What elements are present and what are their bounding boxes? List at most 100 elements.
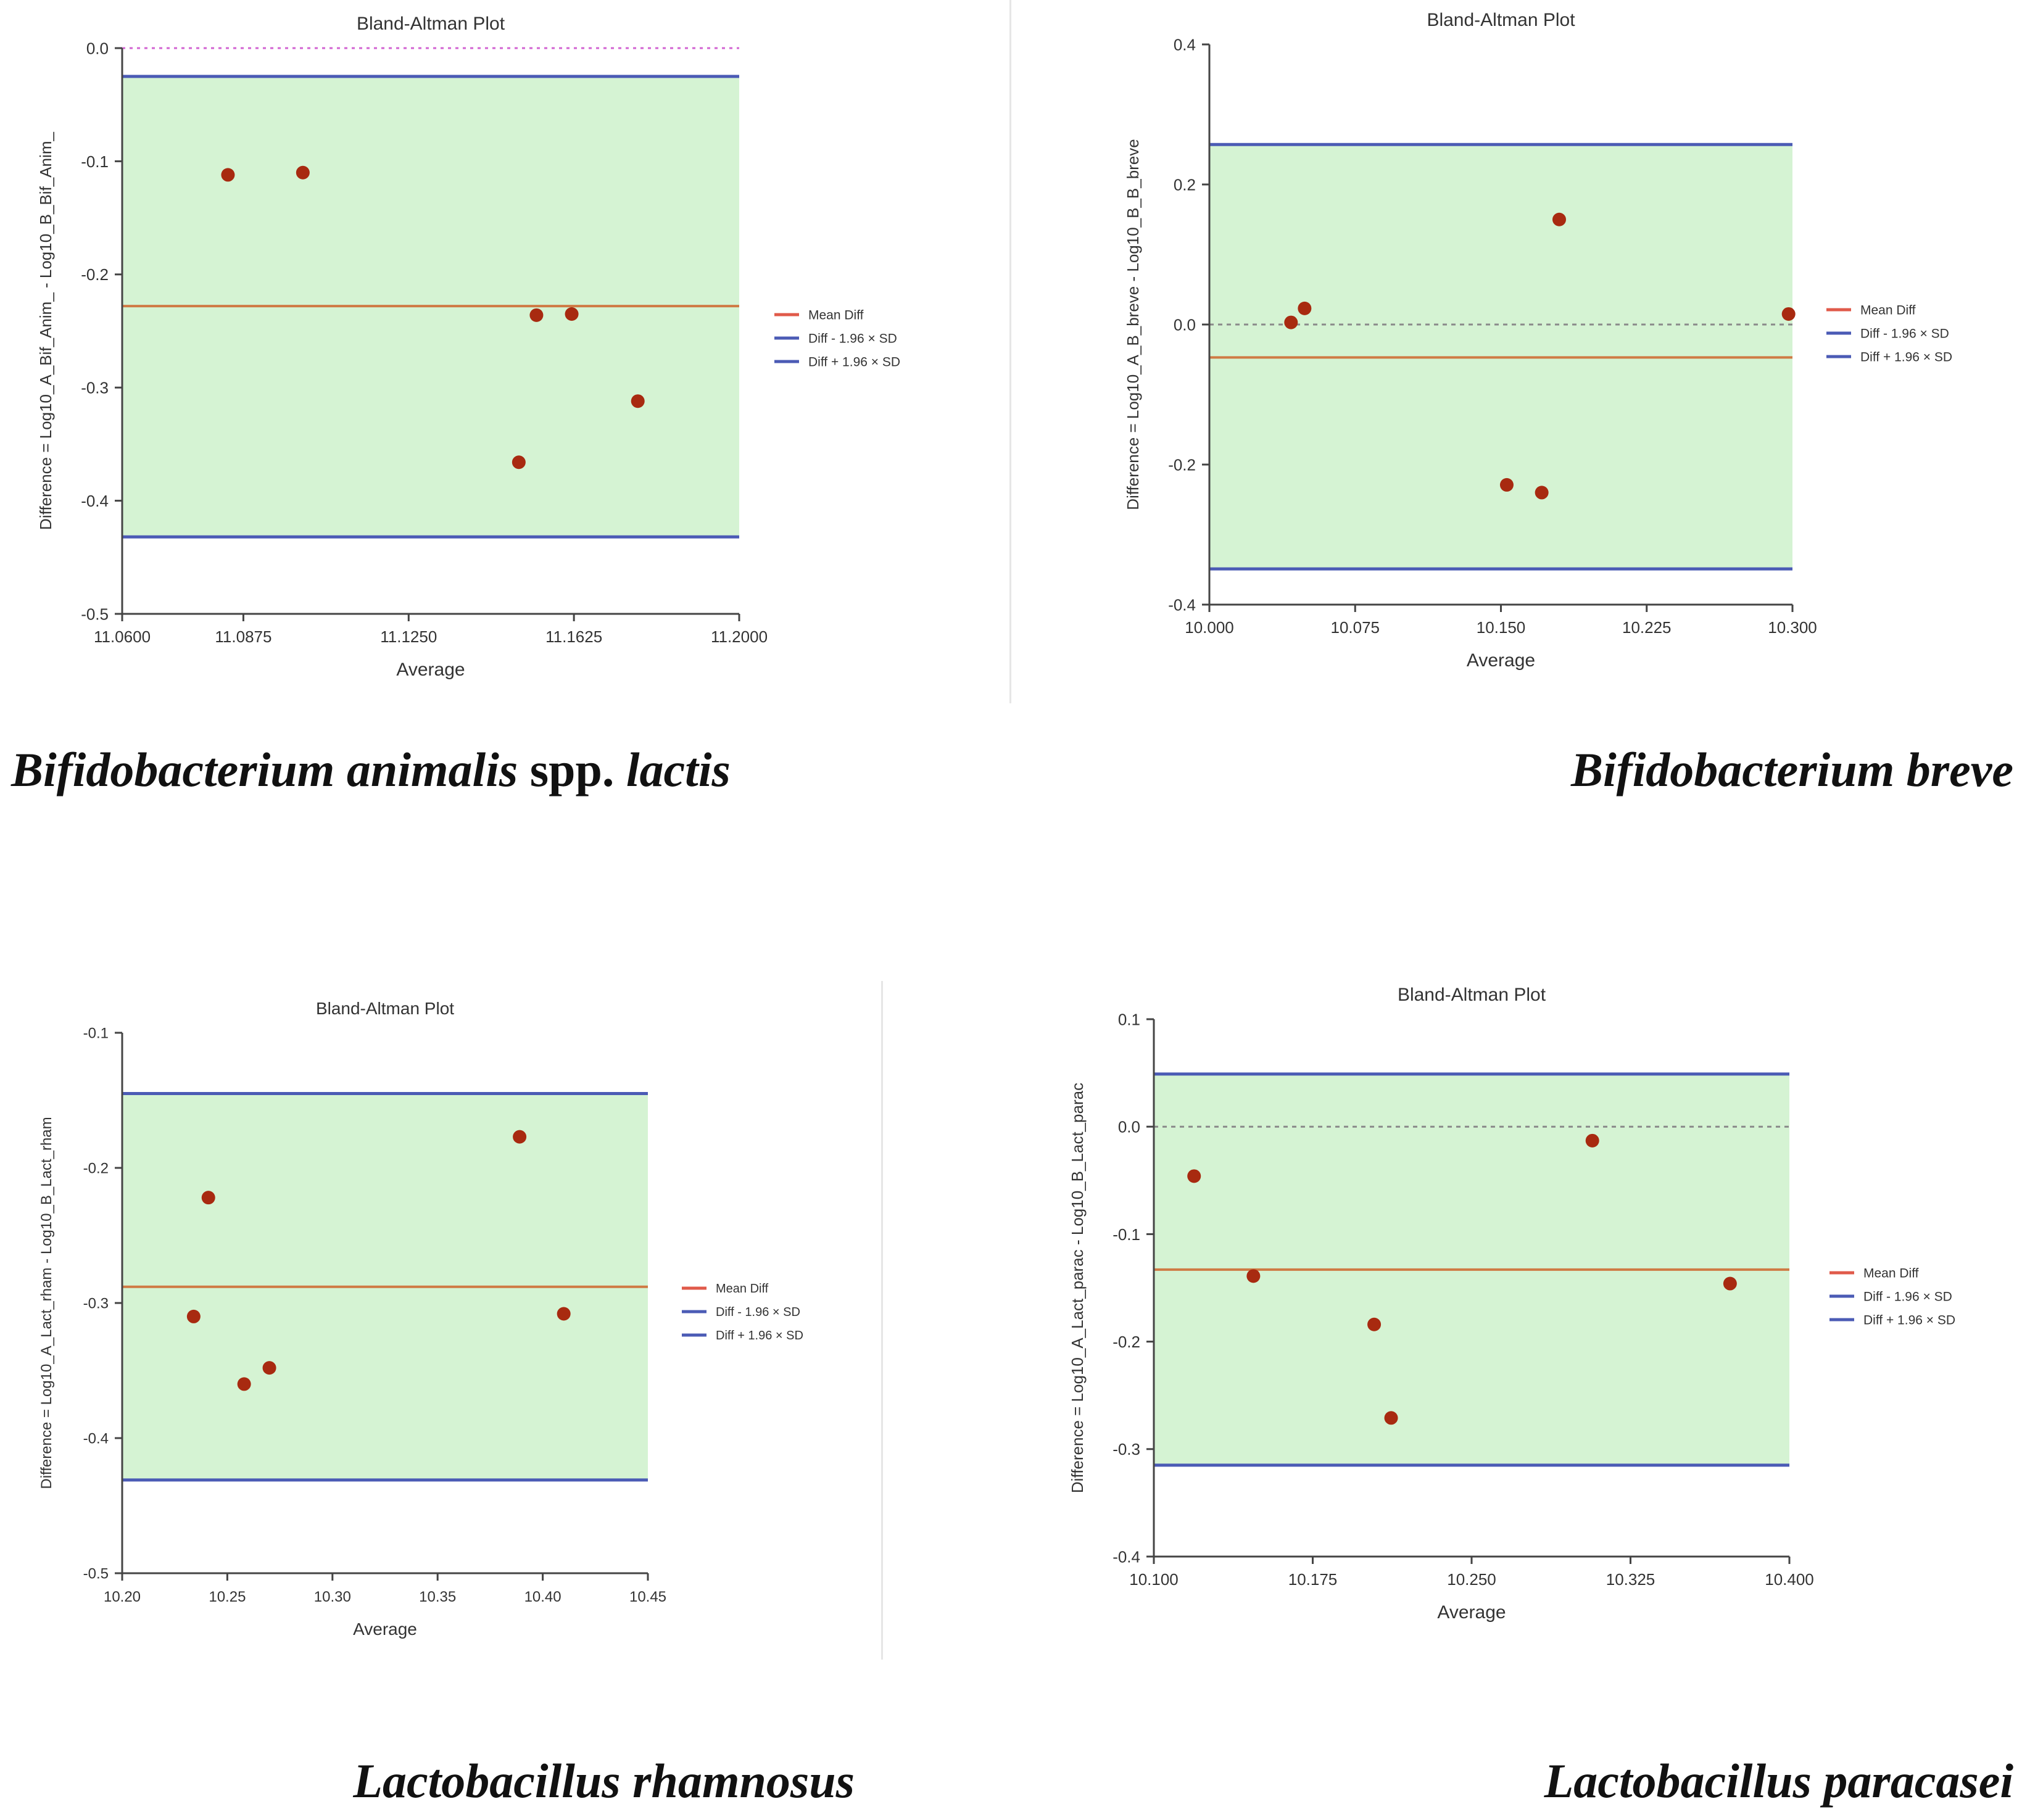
data-point [557,1307,571,1321]
x-tick-label: 10.175 [1288,1570,1338,1589]
x-axis-label: Average [353,1619,417,1639]
legend-label: Diff + 1.96 × SD [716,1329,803,1342]
data-point [1284,315,1298,329]
y-tick-label: -0.5 [81,605,109,623]
legend-label: Mean Diff [716,1282,769,1296]
caption-spp: spp. [518,743,626,796]
chart-title: Bland-Altman Plot [1398,985,1546,1005]
caption-species: Lactobacillus rhamnosus [353,1754,855,1808]
x-tick-label: 10.225 [1622,618,1672,637]
data-point [1367,1317,1382,1331]
x-tick-label: 11.1625 [545,627,602,646]
y-tick-label: -0.3 [83,1296,109,1312]
caption-species: Bifidobacterium animalis [11,743,518,796]
data-point [221,168,235,182]
data-point [1187,1169,1201,1183]
legend-label: Diff + 1.96 × SD [808,355,900,370]
y-tick-label: -0.2 [1168,455,1196,474]
data-point [529,308,544,322]
panel-divider-top [1009,0,1011,703]
legend-label: Diff - 1.96 × SD [1863,1290,1952,1304]
y-tick-label: 0.1 [1118,1010,1140,1028]
data-point [513,1130,527,1144]
caption-subspecies: lactis [626,743,731,796]
data-point [1499,478,1514,492]
x-tick-label: 11.2000 [711,627,768,646]
x-axis-label: Average [396,660,465,680]
panel-divider-bottom [881,981,883,1660]
legend-label: Diff - 1.96 × SD [1860,327,1949,341]
x-tick-label: 10.300 [1768,618,1817,637]
x-tick-label: 10.45 [629,1589,666,1605]
chart-title: Bland-Altman Plot [1427,10,1575,30]
y-tick-label: -0.2 [1113,1333,1140,1351]
data-point [1585,1133,1599,1148]
y-tick-label: -0.5 [83,1566,109,1582]
y-axis-label: Difference = Log10_A_Lact_rham - Log10_B… [38,1117,55,1489]
y-tick-label: -0.4 [1168,595,1196,614]
y-tick-label: 0.0 [1174,315,1196,334]
x-tick-label: 10.000 [1185,618,1234,637]
y-tick-label: -0.4 [1113,1547,1140,1566]
x-tick-label: 10.100 [1129,1570,1179,1589]
data-point [565,307,579,321]
legend-label: Mean Diff [1860,304,1916,318]
y-tick-label: 0.4 [1174,35,1196,54]
y-axis-label: Difference = Log10_A_B_breve - Log10_B_B… [1124,139,1142,510]
x-axis-label: Average [1437,1602,1506,1623]
x-tick-label: 10.25 [209,1589,246,1605]
y-tick-label: -0.3 [81,379,109,397]
legend-label: Diff - 1.96 × SD [716,1305,800,1319]
x-tick-label: 10.40 [524,1589,561,1605]
x-tick-label: 10.325 [1606,1570,1655,1589]
y-axis-label: Difference = Log10_A_Bif_Anim_ - Log10_B… [36,132,55,530]
legend-label: Mean Diff [1863,1267,1919,1281]
data-point [237,1377,251,1391]
y-tick-label: -0.2 [81,265,109,284]
data-point [631,394,645,408]
caption-lact-paracasei: Lactobacillus paracasei [1544,1753,2013,1809]
y-tick-label: -0.2 [83,1160,109,1177]
caption-species: Lactobacillus paracasei [1544,1754,2013,1808]
y-tick-label: 0.0 [1118,1118,1140,1136]
legend-label: Diff - 1.96 × SD [808,332,897,346]
x-tick-label: 10.250 [1447,1570,1496,1589]
legend-label: Diff + 1.96 × SD [1860,350,1952,365]
x-tick-label: 11.0875 [215,627,271,646]
x-tick-label: 11.0600 [94,627,151,646]
data-point [1246,1269,1261,1283]
y-tick-label: -0.4 [83,1431,109,1447]
data-point [1535,486,1549,500]
y-tick-label: -0.1 [1113,1225,1140,1244]
x-axis-label: Average [1467,650,1535,671]
x-tick-label: 10.075 [1330,618,1380,637]
caption-bif-animalis: Bifidobacterium animalis spp. lactis [11,742,731,798]
x-tick-label: 10.30 [314,1589,351,1605]
caption-bif-breve: Bifidobacterium breve [1571,742,2013,798]
data-point [296,165,310,180]
y-tick-label: -0.3 [1113,1440,1140,1458]
y-tick-label: 0.2 [1174,175,1196,194]
data-point [262,1361,276,1375]
data-point [1781,307,1796,321]
x-tick-label: 10.35 [419,1589,456,1605]
data-point [186,1309,201,1323]
x-tick-label: 10.150 [1477,618,1526,637]
data-point [1298,301,1312,315]
y-axis-label: Difference = Log10_A_Lact_parac - Log10_… [1068,1083,1087,1493]
y-tick-label: -0.1 [83,1025,109,1042]
caption-species: Bifidobacterium breve [1570,743,2013,796]
chart-title: Bland-Altman Plot [316,999,454,1018]
caption-lact-rhamnosus: Lactobacillus rhamnosus [353,1753,855,1809]
legend-label: Diff + 1.96 × SD [1863,1313,1955,1328]
y-tick-label: 0.0 [86,39,109,57]
y-tick-label: -0.4 [81,492,109,510]
data-point [1723,1276,1737,1291]
x-tick-label: 10.400 [1765,1570,1814,1589]
data-point [1552,212,1566,226]
data-point [201,1191,215,1205]
